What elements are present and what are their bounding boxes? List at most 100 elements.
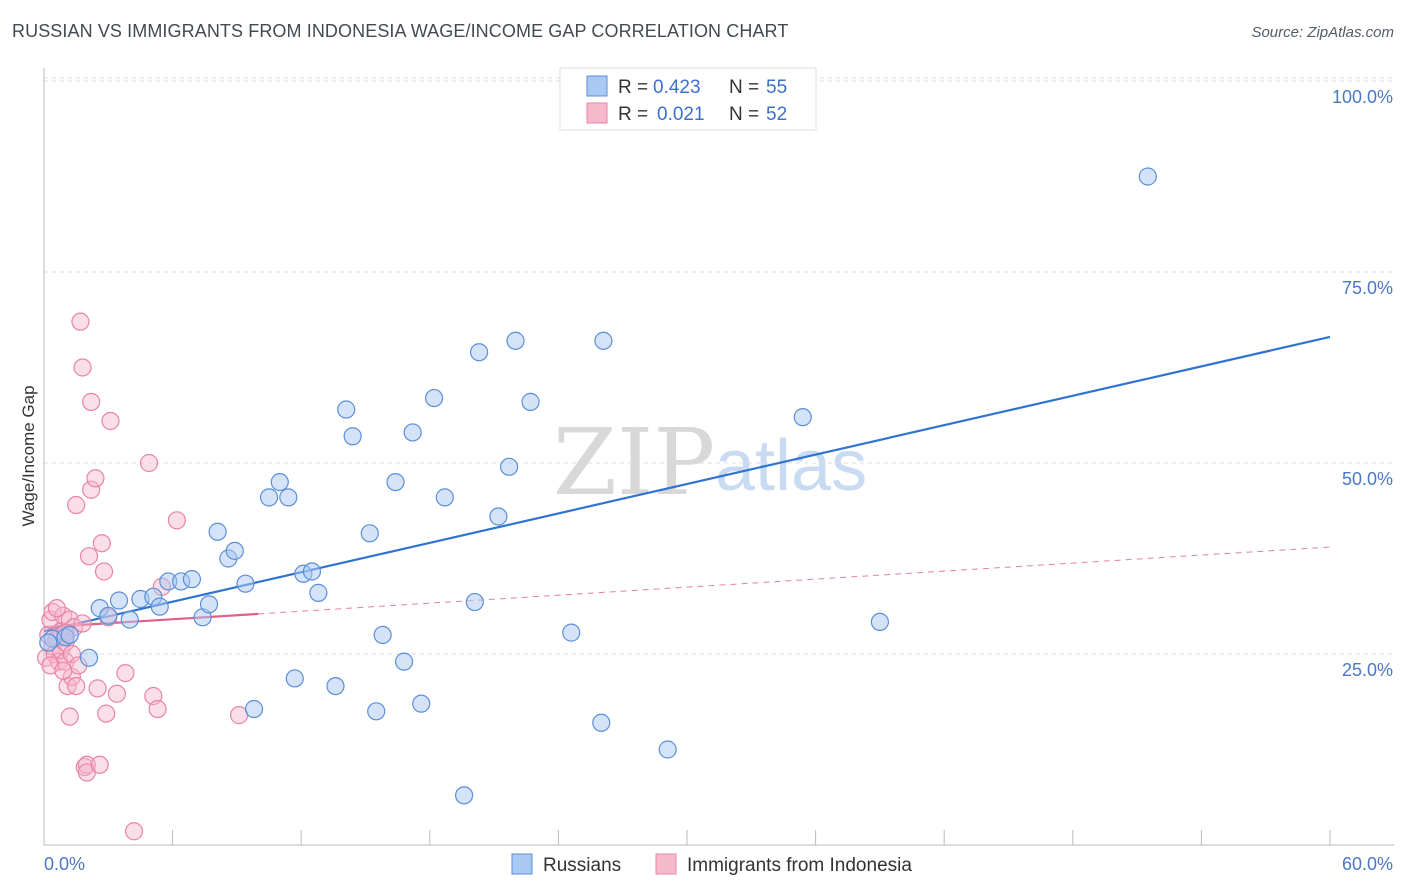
point-russians (454, 786, 474, 805)
trend-line-indonesia-dashed (258, 546, 1331, 615)
point-russians (373, 625, 392, 645)
point-russians (658, 740, 677, 759)
point-indonesia (73, 358, 92, 377)
point-russians (244, 699, 264, 719)
point-russians (99, 606, 118, 625)
point-russians (1138, 167, 1157, 186)
trend-line-russians (43, 335, 1331, 633)
point-russians (270, 473, 289, 492)
point-indonesia (139, 453, 159, 473)
point-indonesia (116, 663, 135, 683)
legend-r-label: R = (618, 77, 648, 98)
point-russians (521, 392, 540, 411)
point-russians (120, 610, 139, 629)
point-russians (424, 388, 444, 408)
point-russians (39, 633, 58, 652)
point-indonesia (60, 707, 79, 726)
point-indonesia (88, 679, 107, 698)
y-tick-label: 50.0% (1342, 469, 1393, 489)
point-russians (594, 331, 613, 350)
point-russians (109, 591, 129, 610)
legend-label-indonesia: Immigrants from Indonesia (687, 855, 912, 876)
chart-title: RUSSIAN VS IMMIGRANTS FROM INDONESIA WAG… (12, 21, 789, 41)
trend-line-indonesia (43, 612, 259, 629)
point-russians (386, 473, 405, 492)
point-russians (793, 408, 812, 427)
point-indonesia (67, 676, 86, 696)
point-indonesia (77, 755, 96, 774)
legend-swatch-pink (586, 102, 608, 124)
point-indonesia (94, 562, 114, 581)
point-russians (279, 488, 298, 507)
y-axis-title: Wage/Income Gap (19, 385, 38, 526)
x-tick-label: 60.0% (1342, 854, 1393, 874)
point-indonesia (47, 599, 66, 618)
point-indonesia (82, 392, 101, 411)
point-indonesia (90, 755, 109, 774)
y-tick-label: 75.0% (1342, 278, 1393, 298)
point-russians (182, 570, 201, 589)
point-indonesia (107, 684, 126, 703)
legend-r-value: 0.021 (657, 104, 705, 125)
series-legend: Russians Immigrants from Indonesia (511, 853, 912, 876)
x-axis-ticks (43, 830, 1331, 845)
point-indonesia (71, 312, 90, 331)
point-indonesia (62, 644, 81, 664)
point-russians (403, 423, 422, 442)
point-indonesia (101, 411, 120, 431)
point-russians (326, 676, 345, 696)
point-russians (343, 427, 362, 446)
point-russians (435, 488, 454, 507)
point-russians (259, 488, 279, 507)
point-russians (465, 592, 484, 612)
point-russians (592, 713, 611, 732)
point-russians (360, 524, 379, 543)
point-russians (225, 541, 244, 560)
x-tick-label: 0.0% (44, 854, 85, 874)
point-russians (367, 702, 386, 721)
point-russians (199, 595, 219, 614)
point-indonesia (167, 511, 186, 530)
point-russians (309, 583, 328, 602)
legend-swatch-indonesia (655, 853, 677, 875)
point-indonesia (97, 704, 116, 723)
point-indonesia (54, 661, 73, 680)
chart-source: Source: ZipAtlas.com (1251, 24, 1394, 41)
point-russians (60, 625, 79, 645)
legend-swatch-russians (511, 853, 533, 875)
point-indonesia (79, 547, 99, 566)
point-indonesia (86, 469, 105, 488)
point-russians (208, 522, 227, 541)
legend-label-russians: Russians (543, 855, 621, 876)
legend-swatch-blue (586, 75, 608, 97)
watermark-zip: ZIP (553, 409, 715, 516)
point-russians (412, 694, 431, 713)
legend-n-label: N = (729, 104, 759, 125)
stats-legend: R = 0.423 N = 55 R = 0.021 N = 52 (559, 67, 817, 131)
point-russians (500, 457, 519, 476)
point-indonesia (67, 495, 86, 515)
legend-n-value: 55 (766, 77, 787, 98)
point-russians (337, 400, 356, 419)
legend-r-label: R = (618, 104, 648, 125)
point-indonesia (124, 822, 144, 841)
point-indonesia (92, 534, 111, 553)
point-russians (870, 612, 890, 632)
point-russians (150, 597, 169, 616)
trend-lines (43, 335, 1331, 633)
y-tick-label: 25.0% (1342, 660, 1393, 680)
point-russians (469, 343, 489, 362)
point-russians (506, 331, 525, 350)
legend-n-label: N = (729, 77, 759, 98)
data-points (37, 167, 1157, 841)
point-russians (285, 669, 304, 688)
watermark-atlas: atlas (715, 426, 867, 506)
point-indonesia (82, 480, 101, 499)
legend-r-value: 0.423 (653, 77, 701, 98)
point-russians (302, 562, 322, 581)
gridlines (44, 77, 1394, 655)
point-russians (79, 648, 99, 667)
point-indonesia (73, 614, 92, 633)
legend-n-value: 52 (766, 104, 787, 125)
